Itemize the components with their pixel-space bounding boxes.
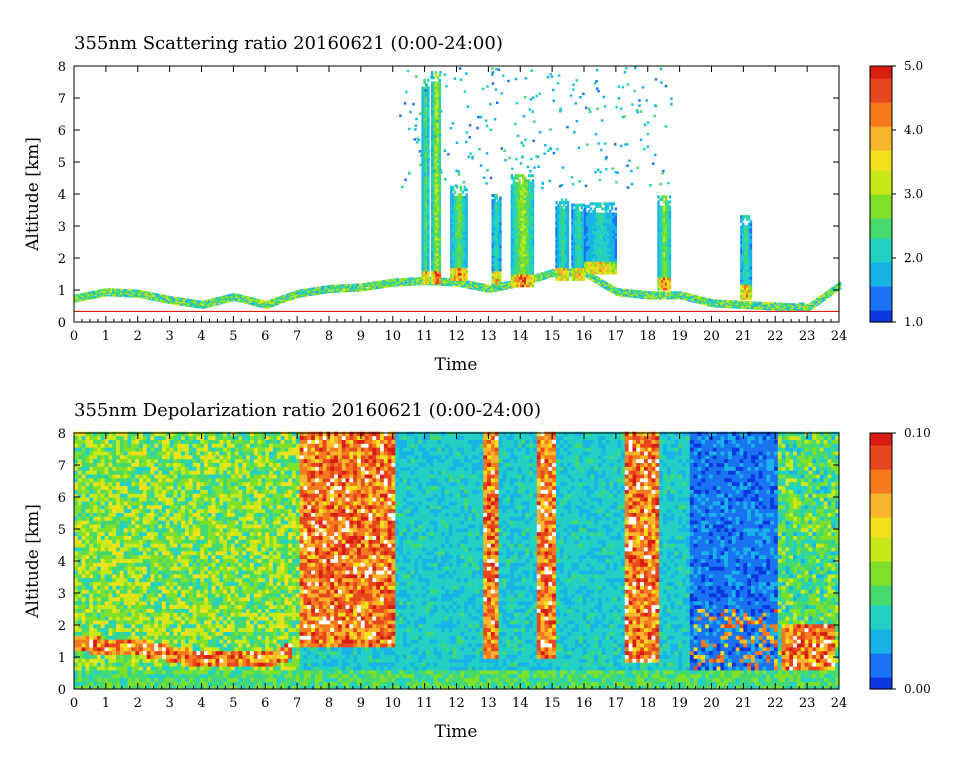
scattering-title: 355nm Scattering ratio 20160621 (0:00-24… [74, 33, 503, 54]
cloud-cell [439, 74, 441, 77]
cloud-cell [427, 79, 429, 82]
cloud-cell [452, 186, 454, 189]
cloud-cell [435, 71, 437, 74]
scattering-heatmap [74, 67, 841, 313]
cloud-cell [439, 79, 441, 82]
cloud-cell [454, 191, 456, 194]
panel-scattering: 355nm Scattering ratio 20160621 (0:00-24… [23, 33, 923, 375]
cloud-cell [423, 79, 425, 82]
cloud-cell [427, 86, 429, 89]
figure: 355nm Scattering ratio 20160621 (0:00-24… [0, 0, 960, 770]
cloud-cell [431, 71, 433, 74]
